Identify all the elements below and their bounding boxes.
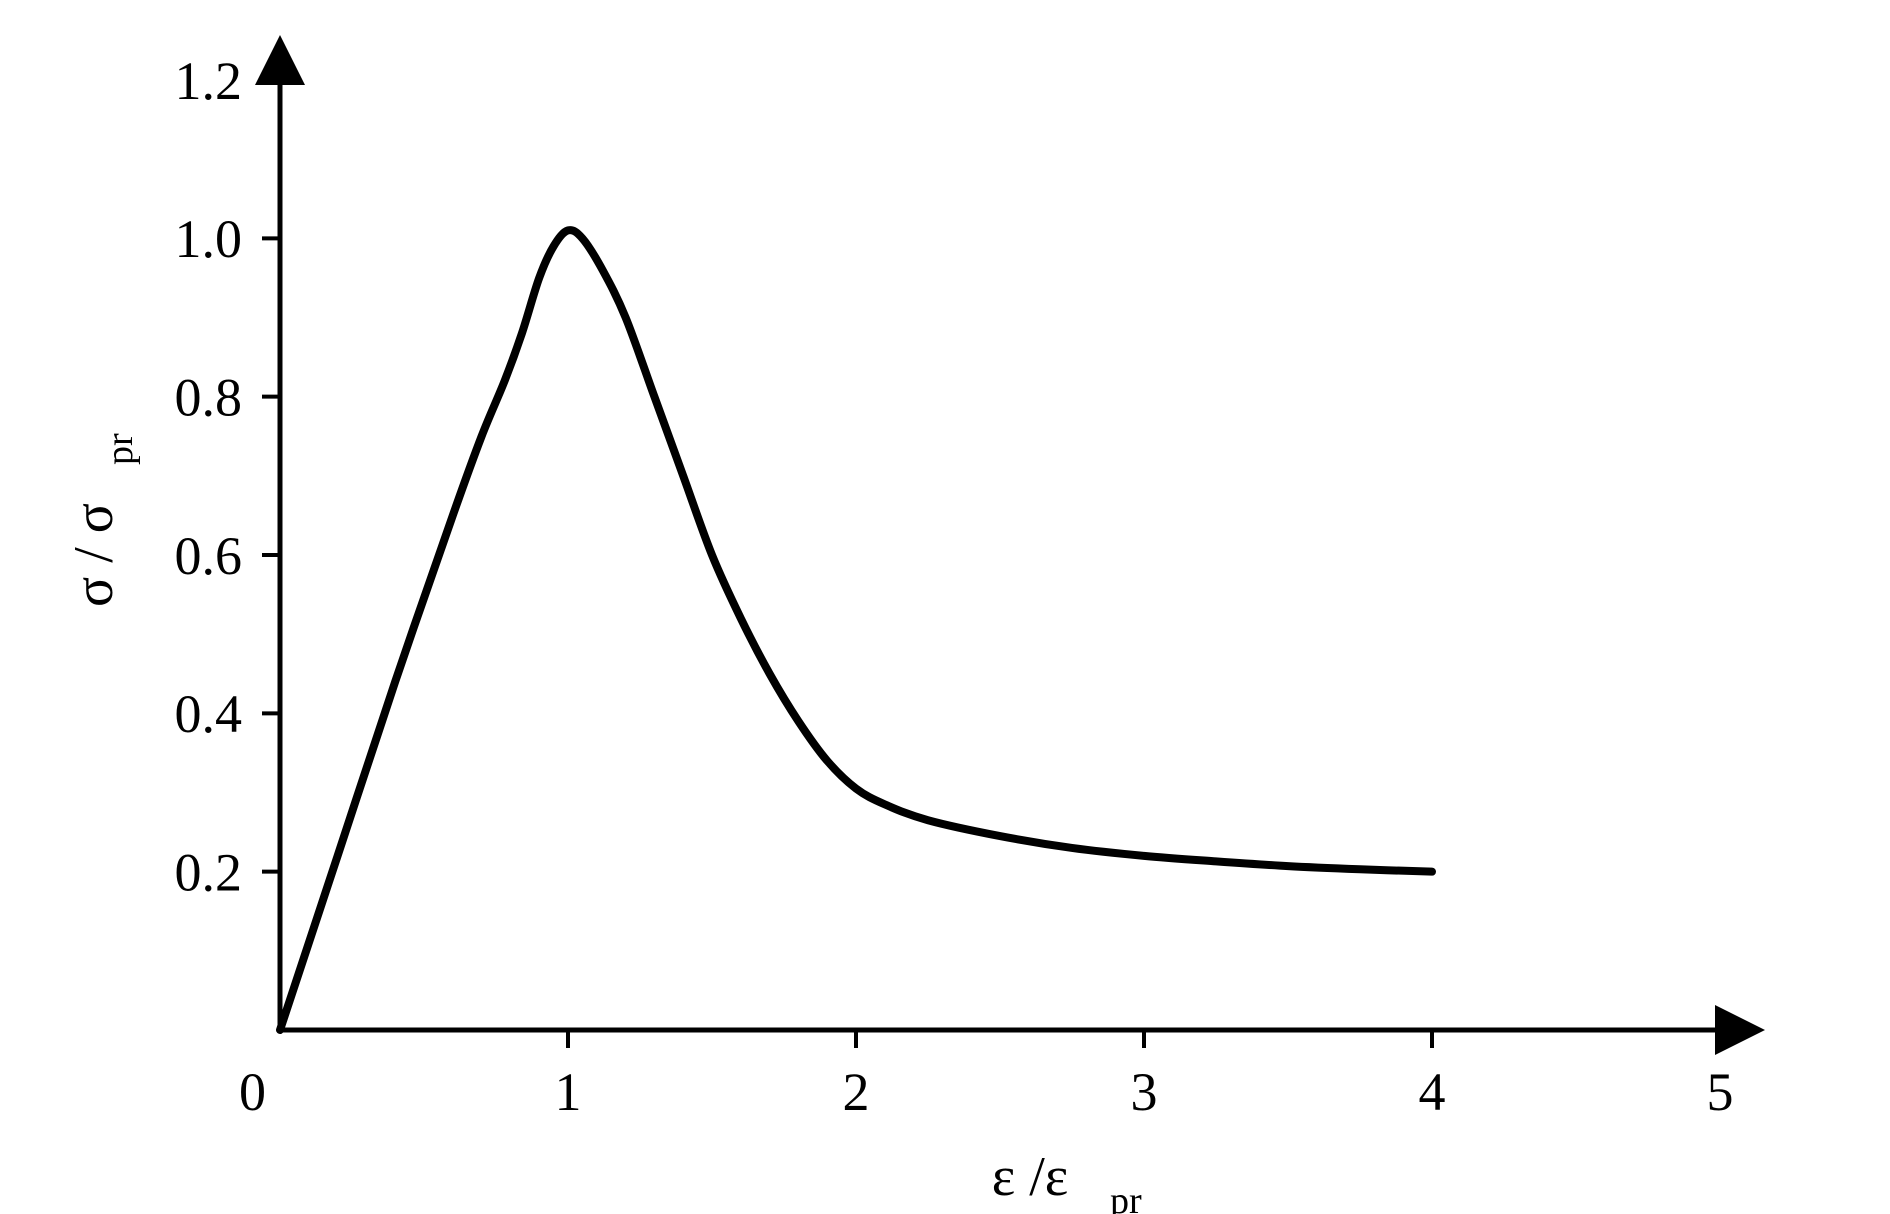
- y-tick-label: 1.0: [175, 209, 243, 269]
- y-axis-title-sub: pr: [99, 433, 141, 465]
- y-tick-label: 0.6: [175, 526, 243, 586]
- y-tick-label: 1.2: [175, 51, 243, 111]
- y-tick-label: 0.4: [175, 684, 243, 744]
- stress-strain-chart: 0 1 2 3 4 5 0.2 0.4 0.6 0.8 1.0 1.2 ε /ε pr σ / σ pr: [0, 0, 1890, 1214]
- y-tick-label: 0.8: [175, 368, 243, 428]
- x-tick-label: 2: [843, 1062, 870, 1122]
- x-tick-label: 3: [1131, 1062, 1158, 1122]
- x-tick-label: 1: [555, 1062, 582, 1122]
- y-tick-label: 0.2: [175, 843, 243, 903]
- x-tick-label: 0: [239, 1062, 266, 1122]
- x-tick-label: 4: [1419, 1062, 1446, 1122]
- y-axis-title: σ / σ: [63, 503, 125, 607]
- x-axis-title: ε /ε: [992, 1146, 1069, 1208]
- x-axis-title-sub: pr: [1110, 1180, 1142, 1214]
- x-tick-label: 5: [1707, 1062, 1734, 1122]
- chart-container: 0 1 2 3 4 5 0.2 0.4 0.6 0.8 1.0 1.2 ε /ε pr σ / σ pr: [0, 0, 1890, 1214]
- y-axis-title-group: σ / σ pr: [63, 433, 141, 607]
- stress-strain-curve: [280, 230, 1432, 1030]
